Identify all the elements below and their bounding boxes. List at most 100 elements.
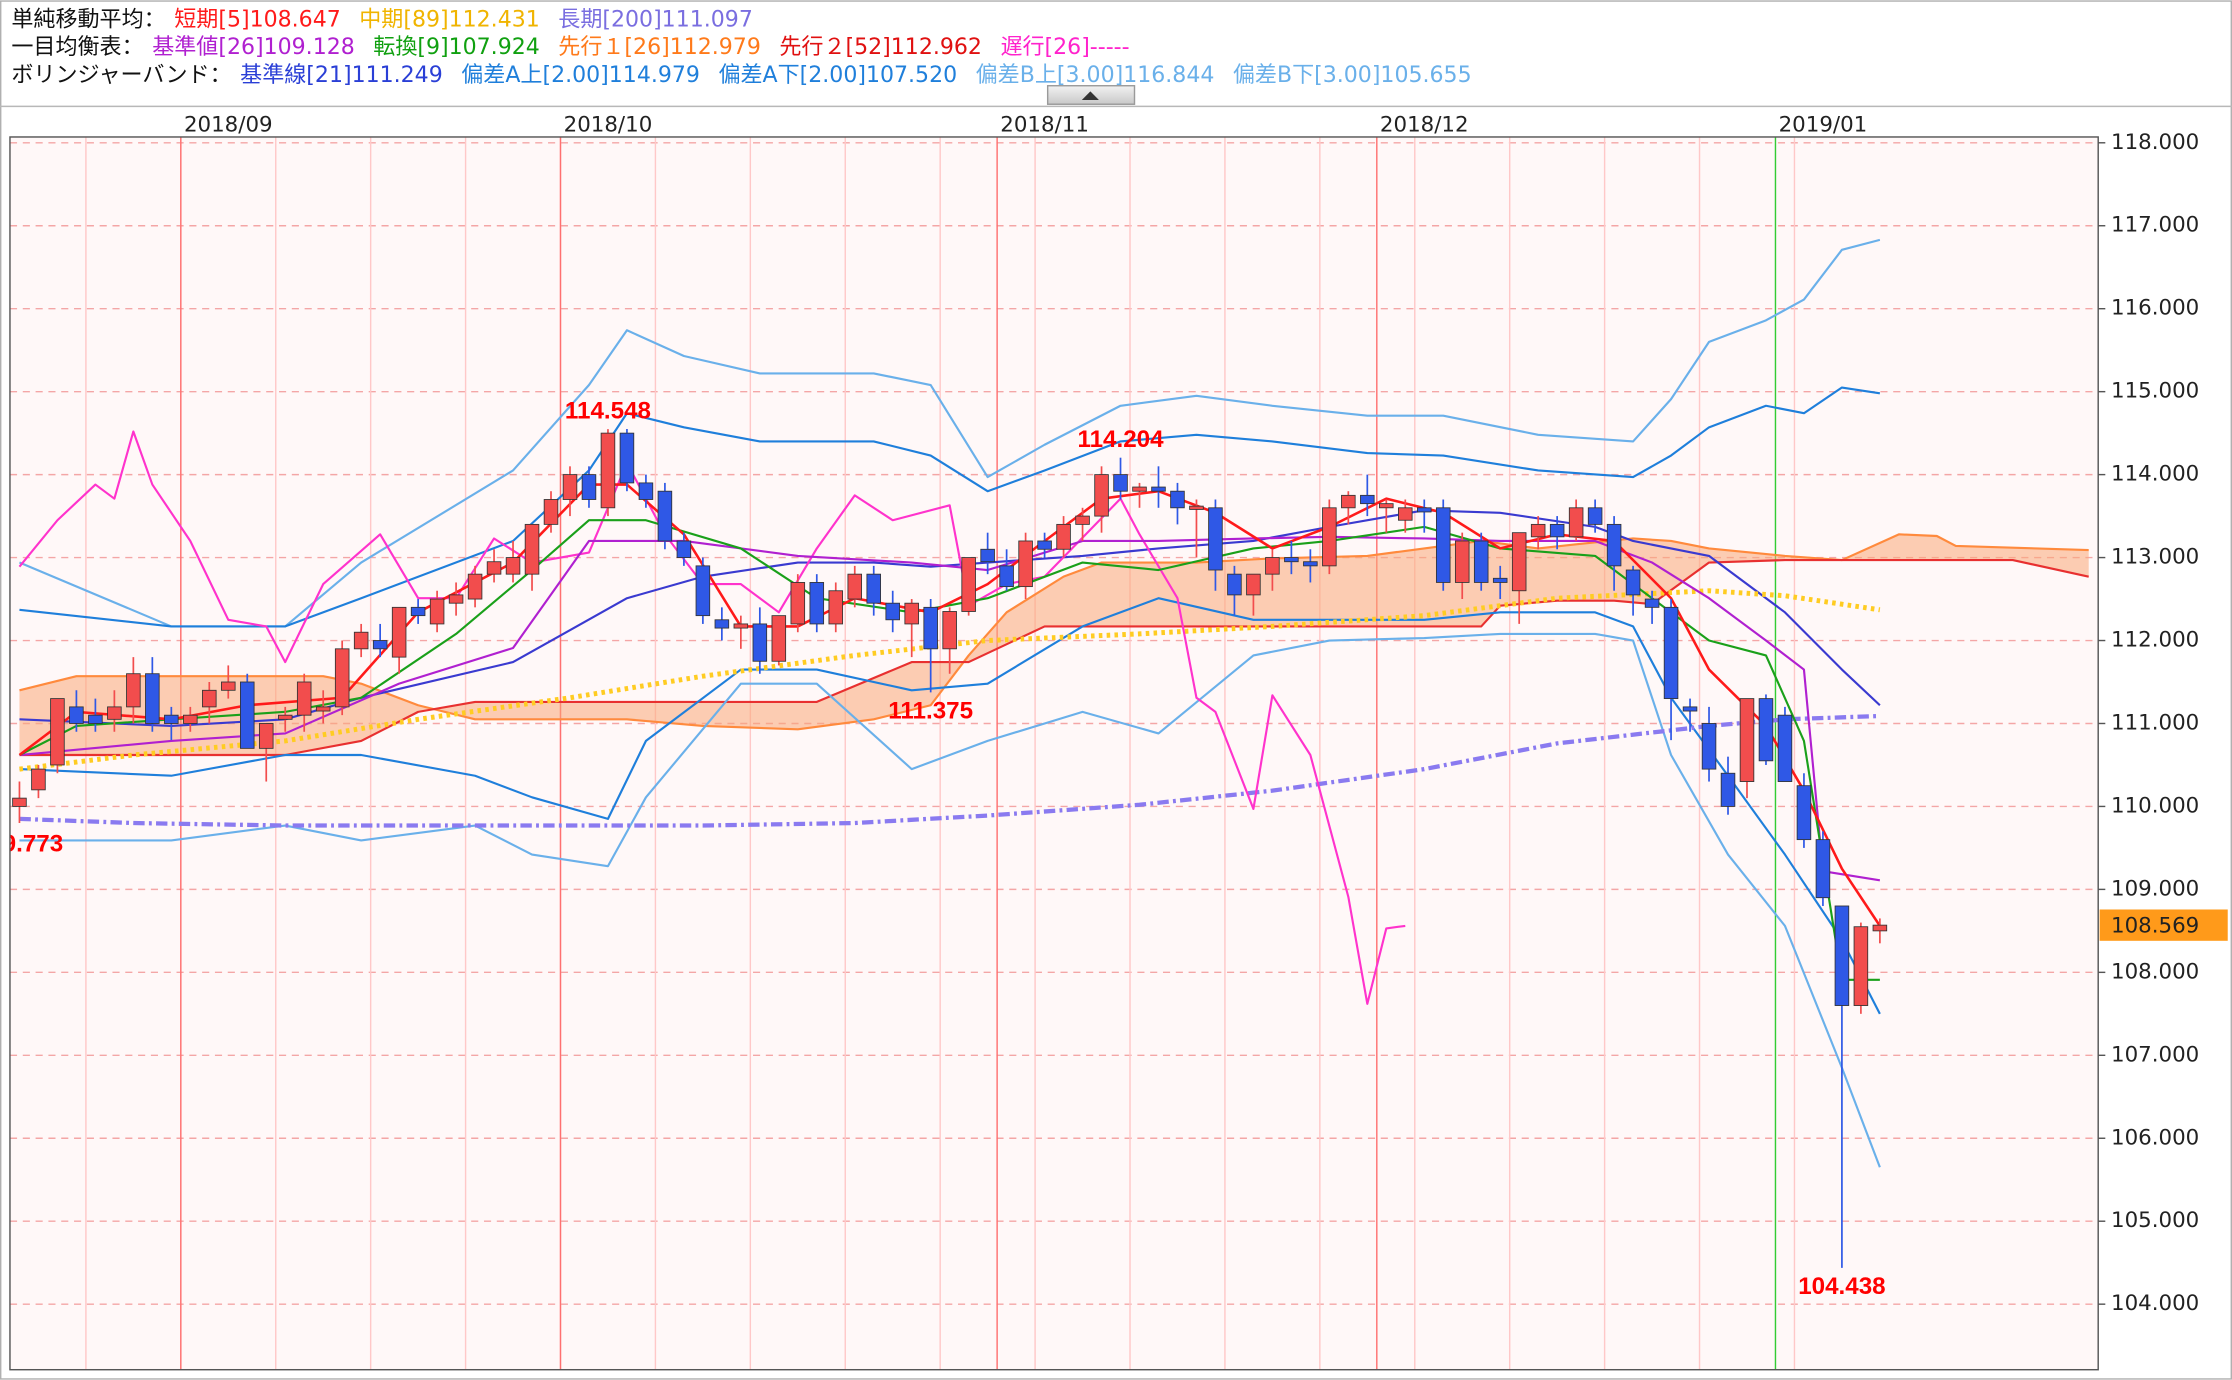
candle-body <box>1132 486 1147 492</box>
candle-body <box>1113 474 1128 492</box>
candle-body <box>1454 540 1470 583</box>
candle-body <box>1758 698 1774 762</box>
candle-body <box>1492 577 1508 583</box>
candle-body <box>619 432 635 484</box>
candle-body <box>1056 523 1071 550</box>
candle-body <box>429 598 445 625</box>
price-annotation: 104.438 <box>1798 1273 1885 1300</box>
candle-body <box>334 648 350 708</box>
indicator-line <box>19 238 1881 628</box>
candle-body <box>126 673 141 708</box>
candle-body <box>1341 494 1356 509</box>
candle-body <box>1094 474 1109 517</box>
candle-body <box>88 714 103 724</box>
price-annotation: 111.375 <box>888 698 973 725</box>
axes: 104.000 105.000 106.000 107.000 108.000 109.0… <box>184 113 2228 1316</box>
header: 単純移動平均： 短期[5]108.647 中期[89]112.431 長期[200]1… <box>11 7 1471 88</box>
candle-body <box>1872 924 1888 932</box>
candle-body <box>1549 523 1565 538</box>
candle-body <box>69 706 84 724</box>
y-tick-label: 109.000 <box>2111 876 2199 901</box>
y-tick-label: 104.000 <box>2111 1291 2199 1316</box>
legend-item: 一目均衡表： <box>11 35 143 60</box>
candle-body <box>277 714 293 720</box>
candle-body <box>1834 905 1850 1006</box>
candle-body <box>1473 540 1489 583</box>
candle-body <box>31 768 46 791</box>
y-tick-label: 116.000 <box>2111 296 2199 321</box>
y-tick-label: 105.000 <box>2111 1208 2199 1233</box>
candle-body <box>1037 540 1052 550</box>
candle-body <box>1417 507 1432 513</box>
x-tick-label: 2018/12 <box>1380 113 1469 138</box>
y-tick-label: 106.000 <box>2111 1125 2199 1150</box>
candle-body <box>486 561 502 575</box>
y-tick-label: 113.000 <box>2111 545 2199 570</box>
candle-body <box>1568 507 1584 538</box>
price-annotation: 114.548 <box>565 397 651 424</box>
candle-body <box>1398 507 1413 521</box>
candle-body <box>1265 557 1280 575</box>
candle-body <box>1625 569 1641 596</box>
candle-body <box>410 606 426 617</box>
legend-item: 長期[200]111.097 <box>558 7 753 32</box>
legend-item: 中期[89]112.431 <box>359 7 540 32</box>
candle-body <box>733 623 749 629</box>
candle-body <box>372 640 388 650</box>
indicator-line <box>19 535 1881 882</box>
candle-body <box>581 474 597 500</box>
candle-body <box>904 602 919 625</box>
candle-body <box>145 673 160 724</box>
price-annotation: 114.204 <box>1077 426 1164 453</box>
candle-body <box>240 681 255 749</box>
candle-body <box>467 573 483 600</box>
y-tick-label: 110.000 <box>2111 793 2199 818</box>
candle-body <box>1151 486 1166 492</box>
candle-body <box>1284 557 1299 563</box>
candle-body <box>1739 698 1755 782</box>
candle-body <box>1644 598 1660 608</box>
price-annotation: 109.773 <box>0 831 63 858</box>
candle-body <box>676 540 692 558</box>
y-tick-label: 117.000 <box>2111 213 2199 238</box>
candle-body <box>657 490 673 542</box>
candle-body <box>600 432 616 509</box>
candle-body <box>1530 523 1546 538</box>
candle-body <box>164 714 179 724</box>
x-tick-label: 2018/11 <box>1000 113 1089 138</box>
y-tick-label: 108.000 <box>2111 959 2199 984</box>
legend-item: 先行２[52]112.962 <box>779 35 982 60</box>
collapse-icon <box>1081 91 1099 100</box>
legend-item: 基準値[26]109.128 <box>152 35 355 60</box>
candle-body <box>1701 723 1717 770</box>
candle-body <box>1379 503 1394 509</box>
indicator-line <box>19 509 1881 728</box>
y-tick-label: 114.000 <box>2111 462 2199 487</box>
last-price-tag <box>2099 909 2228 941</box>
candle-body <box>505 557 521 575</box>
candle-body <box>1322 507 1337 567</box>
candle-body <box>1511 532 1527 592</box>
candle-body <box>1227 573 1242 596</box>
candle-body <box>1360 494 1375 505</box>
x-tick-label: 2018/10 <box>564 113 653 138</box>
candle-body <box>562 474 578 500</box>
candle-body <box>961 557 976 612</box>
candle-body <box>1720 772 1736 807</box>
candle-body <box>1853 926 1869 1006</box>
last-price-label: 108.569 <box>2111 914 2199 939</box>
legend-item: 偏差A上[2.00]114.979 <box>461 63 700 88</box>
cloud <box>19 534 2089 756</box>
candle-body <box>1796 785 1812 841</box>
candle-body <box>1189 505 1204 510</box>
candle-body <box>258 723 274 749</box>
candle-body <box>1170 490 1185 509</box>
candle-body <box>1075 515 1090 525</box>
candle-body <box>107 706 122 720</box>
candle-body <box>714 619 730 629</box>
candle-body <box>638 482 654 500</box>
candle-body <box>315 706 331 712</box>
candle-body <box>828 590 844 625</box>
candle-body <box>790 582 806 625</box>
candle-body <box>1303 561 1318 567</box>
